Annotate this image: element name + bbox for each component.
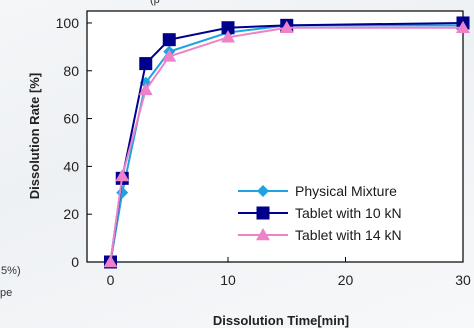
y-tick-label: 80 [63,63,79,79]
legend-label: Tablet with 14 kN [295,227,402,243]
legend-label: Physical Mixture [295,183,397,199]
x-tick-label: 30 [455,272,471,288]
data-point [221,30,235,43]
data-point [139,57,153,71]
y-tick-label: 60 [63,111,79,127]
legend-entry-3: Tablet with 14 kN [238,227,402,243]
y-tick-label: 0 [71,254,79,270]
data-point [221,21,235,35]
legend-marker [256,228,270,241]
data-point [115,168,130,182]
data-point [279,20,294,33]
y-tick-label: 100 [56,15,80,31]
series-group [103,16,470,269]
data-point [103,255,118,268]
x-tick-label: 0 [107,272,115,288]
axis-ticks: 0 20 40 60 80 100 0 10 20 30 [56,15,471,288]
legend-label: Tablet with 10 kN [295,205,402,221]
plot-area [86,10,464,263]
data-point [162,33,176,47]
y-axis-title: Dissolution Rate [%] [27,73,42,199]
legend-marker [256,206,270,220]
y-tick-label: 20 [63,206,79,222]
x-tick-label: 10 [220,272,236,288]
x-axis-title: Dissolution Time[min] [213,313,349,328]
legend-marker [257,185,269,197]
cropped-left-fragment: .5%) [0,265,21,277]
series-3 [103,20,470,268]
legend-entry-2: Tablet with 10 kN [238,205,402,221]
y-tick-label: 40 [63,158,79,174]
legend-entry-1: Physical Mixture [238,183,397,199]
cropped-title-fragment: (p [150,0,160,6]
cropped-left-fragment-2: pe [0,287,12,299]
x-tick-label: 20 [338,272,354,288]
data-point [138,82,153,96]
data-point [456,20,470,33]
data-point [162,49,177,62]
legend: Physical Mixture Tablet with 10 kN Tablet … [238,183,402,243]
